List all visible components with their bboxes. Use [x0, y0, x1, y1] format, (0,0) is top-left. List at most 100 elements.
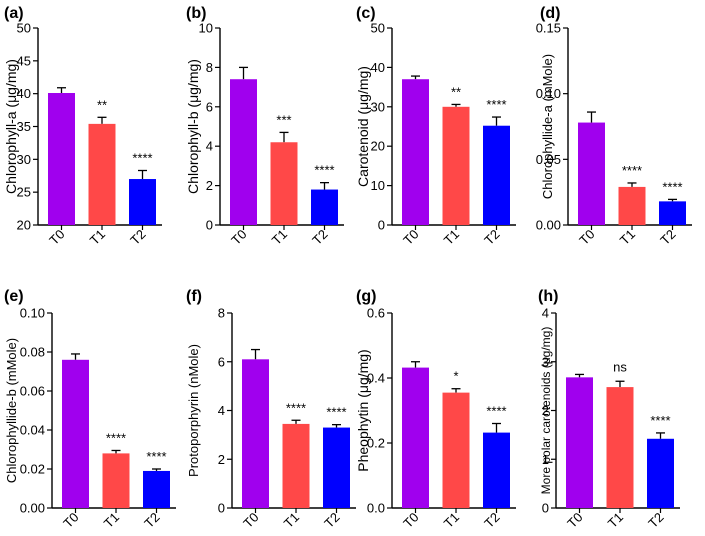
x-tick-label: T1: [269, 227, 290, 248]
y-tick-label: 0: [542, 501, 549, 516]
y-tick-label: 10: [199, 21, 213, 36]
bar-t2: [483, 432, 510, 508]
x-tick-label: T0: [240, 510, 261, 531]
significance-label: ****: [622, 163, 642, 178]
x-tick-label: T2: [481, 227, 502, 248]
x-tick-label: T0: [60, 510, 81, 531]
x-tick-label: T1: [605, 510, 626, 531]
y-axis-title: Protoporphyrin (nMole): [186, 344, 201, 477]
y-tick-label: 8: [218, 306, 225, 321]
y-tick-label: 0.10: [20, 306, 45, 321]
panel-c: (c) 0 10 20 30 40 50 Carotenoid (μg/mg) T0 T1 ** T2…: [355, 5, 516, 248]
panel-e: (e) 0.00 0.02 0.04 0.06 0.08 0.10 Chlorophyllid…: [4, 288, 176, 531]
panel-h: (h) 0 1 2 3 4 More polar carotenoids (μg/mg) T0…: [538, 288, 680, 531]
bar-t0: [48, 93, 75, 225]
bar-t2: [143, 470, 170, 508]
panel-label: (g): [356, 288, 376, 305]
bar-t1: [606, 387, 634, 508]
x-tick-label: T1: [441, 510, 462, 531]
panel-label: (e): [4, 288, 24, 305]
y-tick-label: 0.02: [20, 462, 45, 477]
x-tick-label: T0: [228, 227, 249, 248]
bar-t0: [402, 367, 429, 508]
y-tick-label: 50: [371, 21, 385, 36]
bar-t0: [402, 79, 429, 225]
y-axis-title: Carotenoid (μg/mg): [355, 66, 371, 187]
bar-t2: [323, 427, 350, 508]
significance-label: ****: [662, 179, 682, 194]
bar-t2: [483, 125, 510, 225]
y-tick-label: 40: [371, 60, 385, 75]
y-axis-title: More polar carotenoids (μg/mg): [539, 327, 553, 495]
x-tick-label: T0: [400, 227, 421, 248]
y-tick-label: 0.00: [20, 501, 45, 516]
x-tick-label: T1: [441, 227, 462, 248]
y-tick-label: 35: [17, 119, 31, 134]
bar-t1: [102, 453, 130, 508]
panel-label: (a): [4, 5, 24, 22]
y-axis-title: Chlorophyll-a (μg/mg): [3, 59, 19, 194]
y-tick-label: 3: [542, 354, 549, 369]
y-tick-label: 10: [371, 178, 385, 193]
y-tick-label: 0.2: [367, 436, 385, 451]
panel-label: (c): [356, 5, 376, 22]
y-tick-label: 50: [17, 21, 31, 36]
y-axis-title: Pheophytin (μg/mg): [355, 349, 371, 471]
x-tick-label: T1: [281, 510, 302, 531]
y-tick-label: 45: [17, 53, 31, 68]
y-tick-label: 0.08: [20, 345, 45, 360]
y-tick-label: 0.4: [367, 371, 385, 386]
y-tick-label: 0.15: [536, 21, 561, 36]
significance-label: ****: [486, 404, 506, 419]
x-tick-label: T2: [141, 510, 162, 531]
bar-t2: [659, 201, 686, 225]
y-tick-label: 2: [542, 403, 549, 418]
significance-label: ****: [286, 400, 306, 415]
bar-t0: [566, 377, 593, 508]
significance-label: ***: [276, 112, 291, 127]
panel-label: (h): [538, 288, 558, 305]
y-tick-label: 0.10: [536, 86, 561, 101]
bar-t2: [129, 179, 156, 225]
panel-label: (f): [186, 288, 202, 305]
significance-label: ****: [146, 449, 166, 464]
bar-t1: [618, 186, 646, 225]
x-tick-label: T0: [400, 510, 421, 531]
significance-label: **: [451, 84, 461, 99]
y-tick-label: 0.04: [20, 423, 45, 438]
y-tick-label: 20: [371, 139, 385, 154]
y-tick-label: 0: [378, 218, 385, 233]
bar-t1: [88, 123, 116, 225]
bar-t1: [270, 142, 298, 225]
bar-t0: [578, 122, 605, 225]
x-tick-label: T2: [657, 227, 678, 248]
significance-label: **: [97, 97, 107, 112]
y-axis-title: Chlorophyll-b (μg/mg): [185, 59, 201, 194]
y-tick-label: 0.05: [536, 152, 561, 167]
y-tick-label: 0: [206, 218, 213, 233]
y-tick-label: 4: [218, 403, 225, 418]
panel-f: (f) 0 2 4 6 8 Protoporphyrin (nMole) T0 T1 **** T2…: [186, 288, 356, 531]
bar-t1: [442, 392, 470, 508]
y-tick-label: 0.00: [536, 218, 561, 233]
panel-g: (g) 0.0 0.2 0.4 0.6 Pheophytin (μg/mg) T0 T1 * T2…: [355, 288, 516, 531]
bar-t0: [62, 359, 89, 508]
bar-t0: [230, 79, 257, 225]
x-tick-label: T1: [617, 227, 638, 248]
bar-t1: [442, 106, 470, 225]
panel-b: (b) 0 2 4 6 8 10 Chlorophyll-b (μg/mg) T0 T1 *** T2…: [185, 5, 344, 248]
panel-d: (d) 0.00 0.05 0.10 0.15 Chlorophyllide-a (mMo…: [536, 5, 692, 248]
significance-label: *: [453, 369, 458, 384]
y-tick-label: 25: [17, 185, 31, 200]
significance-label: ****: [132, 150, 152, 165]
y-tick-label: 0.06: [20, 384, 45, 399]
x-tick-label: T0: [564, 510, 585, 531]
y-tick-label: 30: [17, 152, 31, 167]
bar-t0: [242, 359, 269, 508]
panel-label: (b): [186, 5, 206, 22]
significance-label: ****: [486, 97, 506, 112]
bar-t1: [282, 423, 310, 508]
y-tick-label: 0: [218, 501, 225, 516]
bar-t2: [647, 438, 674, 508]
